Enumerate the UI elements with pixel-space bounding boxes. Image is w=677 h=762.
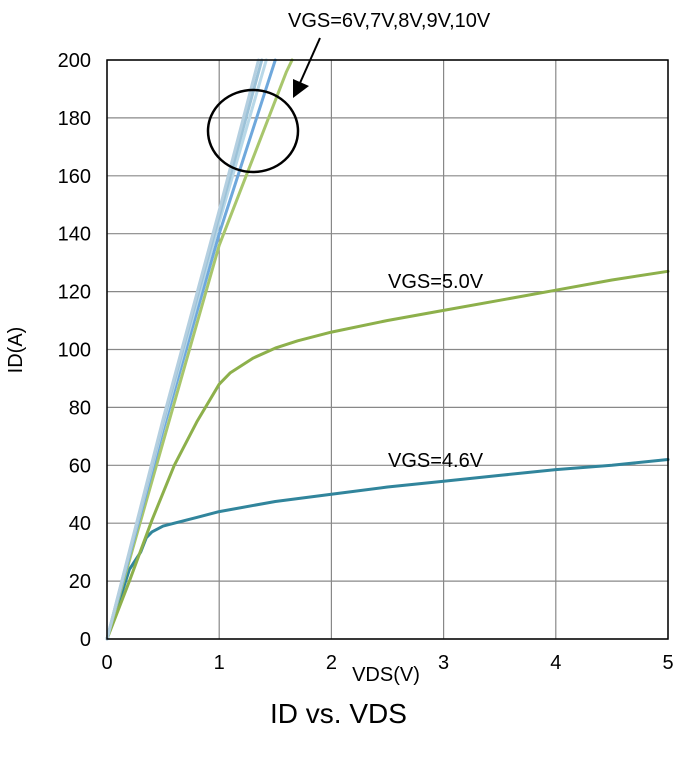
x-axis-label: VDS(V) [352,664,420,686]
chart-title: ID vs. VDS [270,698,407,729]
series-group [105,58,670,641]
x-tick-labels: 0 1 2 3 4 5 [101,652,673,674]
x-tick-label: 1 [214,652,225,674]
annotation-vgs-5v: VGS=5.0V [388,271,484,293]
x-tick-label: 4 [550,652,561,674]
annotation-arrow [299,37,321,84]
x-tick-label: 5 [662,652,673,674]
series-line-0 [105,458,670,641]
x-tick-label: 3 [438,652,449,674]
annotation-vgs-group: VGS=6V,7V,8V,9V,10V [288,10,491,32]
y-tick-label: 200 [58,50,91,72]
y-tick-label: 0 [80,629,91,651]
x-tick-label: 2 [326,652,337,674]
y-tick-label: 40 [69,513,91,535]
y-tick-label: 180 [58,108,91,130]
annotation-arrowhead [293,79,309,98]
y-tick-label: 140 [58,224,91,246]
y-tick-label: 20 [69,571,91,593]
highlight-circle [206,88,300,174]
annotation-vgs-4-6v: VGS=4.6V [388,450,484,472]
series-line-2 [105,58,294,641]
y-tick-label: 160 [58,166,91,188]
y-tick-label: 60 [69,455,91,477]
id-vds-chart: 0 1 2 3 4 5 0 20 40 60 80 100 120 140 160 180 200 VDS(V… [5,10,674,686]
y-tick-label: 120 [58,282,91,304]
plot-frame [106,59,669,640]
y-axis-label: ID(A) [5,327,27,374]
series-line-1 [105,269,670,641]
y-tick-label: 100 [58,340,91,362]
x-tick-label: 0 [101,652,112,674]
grid-lines [106,59,669,640]
series-line-6 [105,58,260,641]
y-tick-labels: 0 20 40 60 80 100 120 140 160 180 200 [58,50,91,651]
y-tick-label: 80 [69,397,91,419]
